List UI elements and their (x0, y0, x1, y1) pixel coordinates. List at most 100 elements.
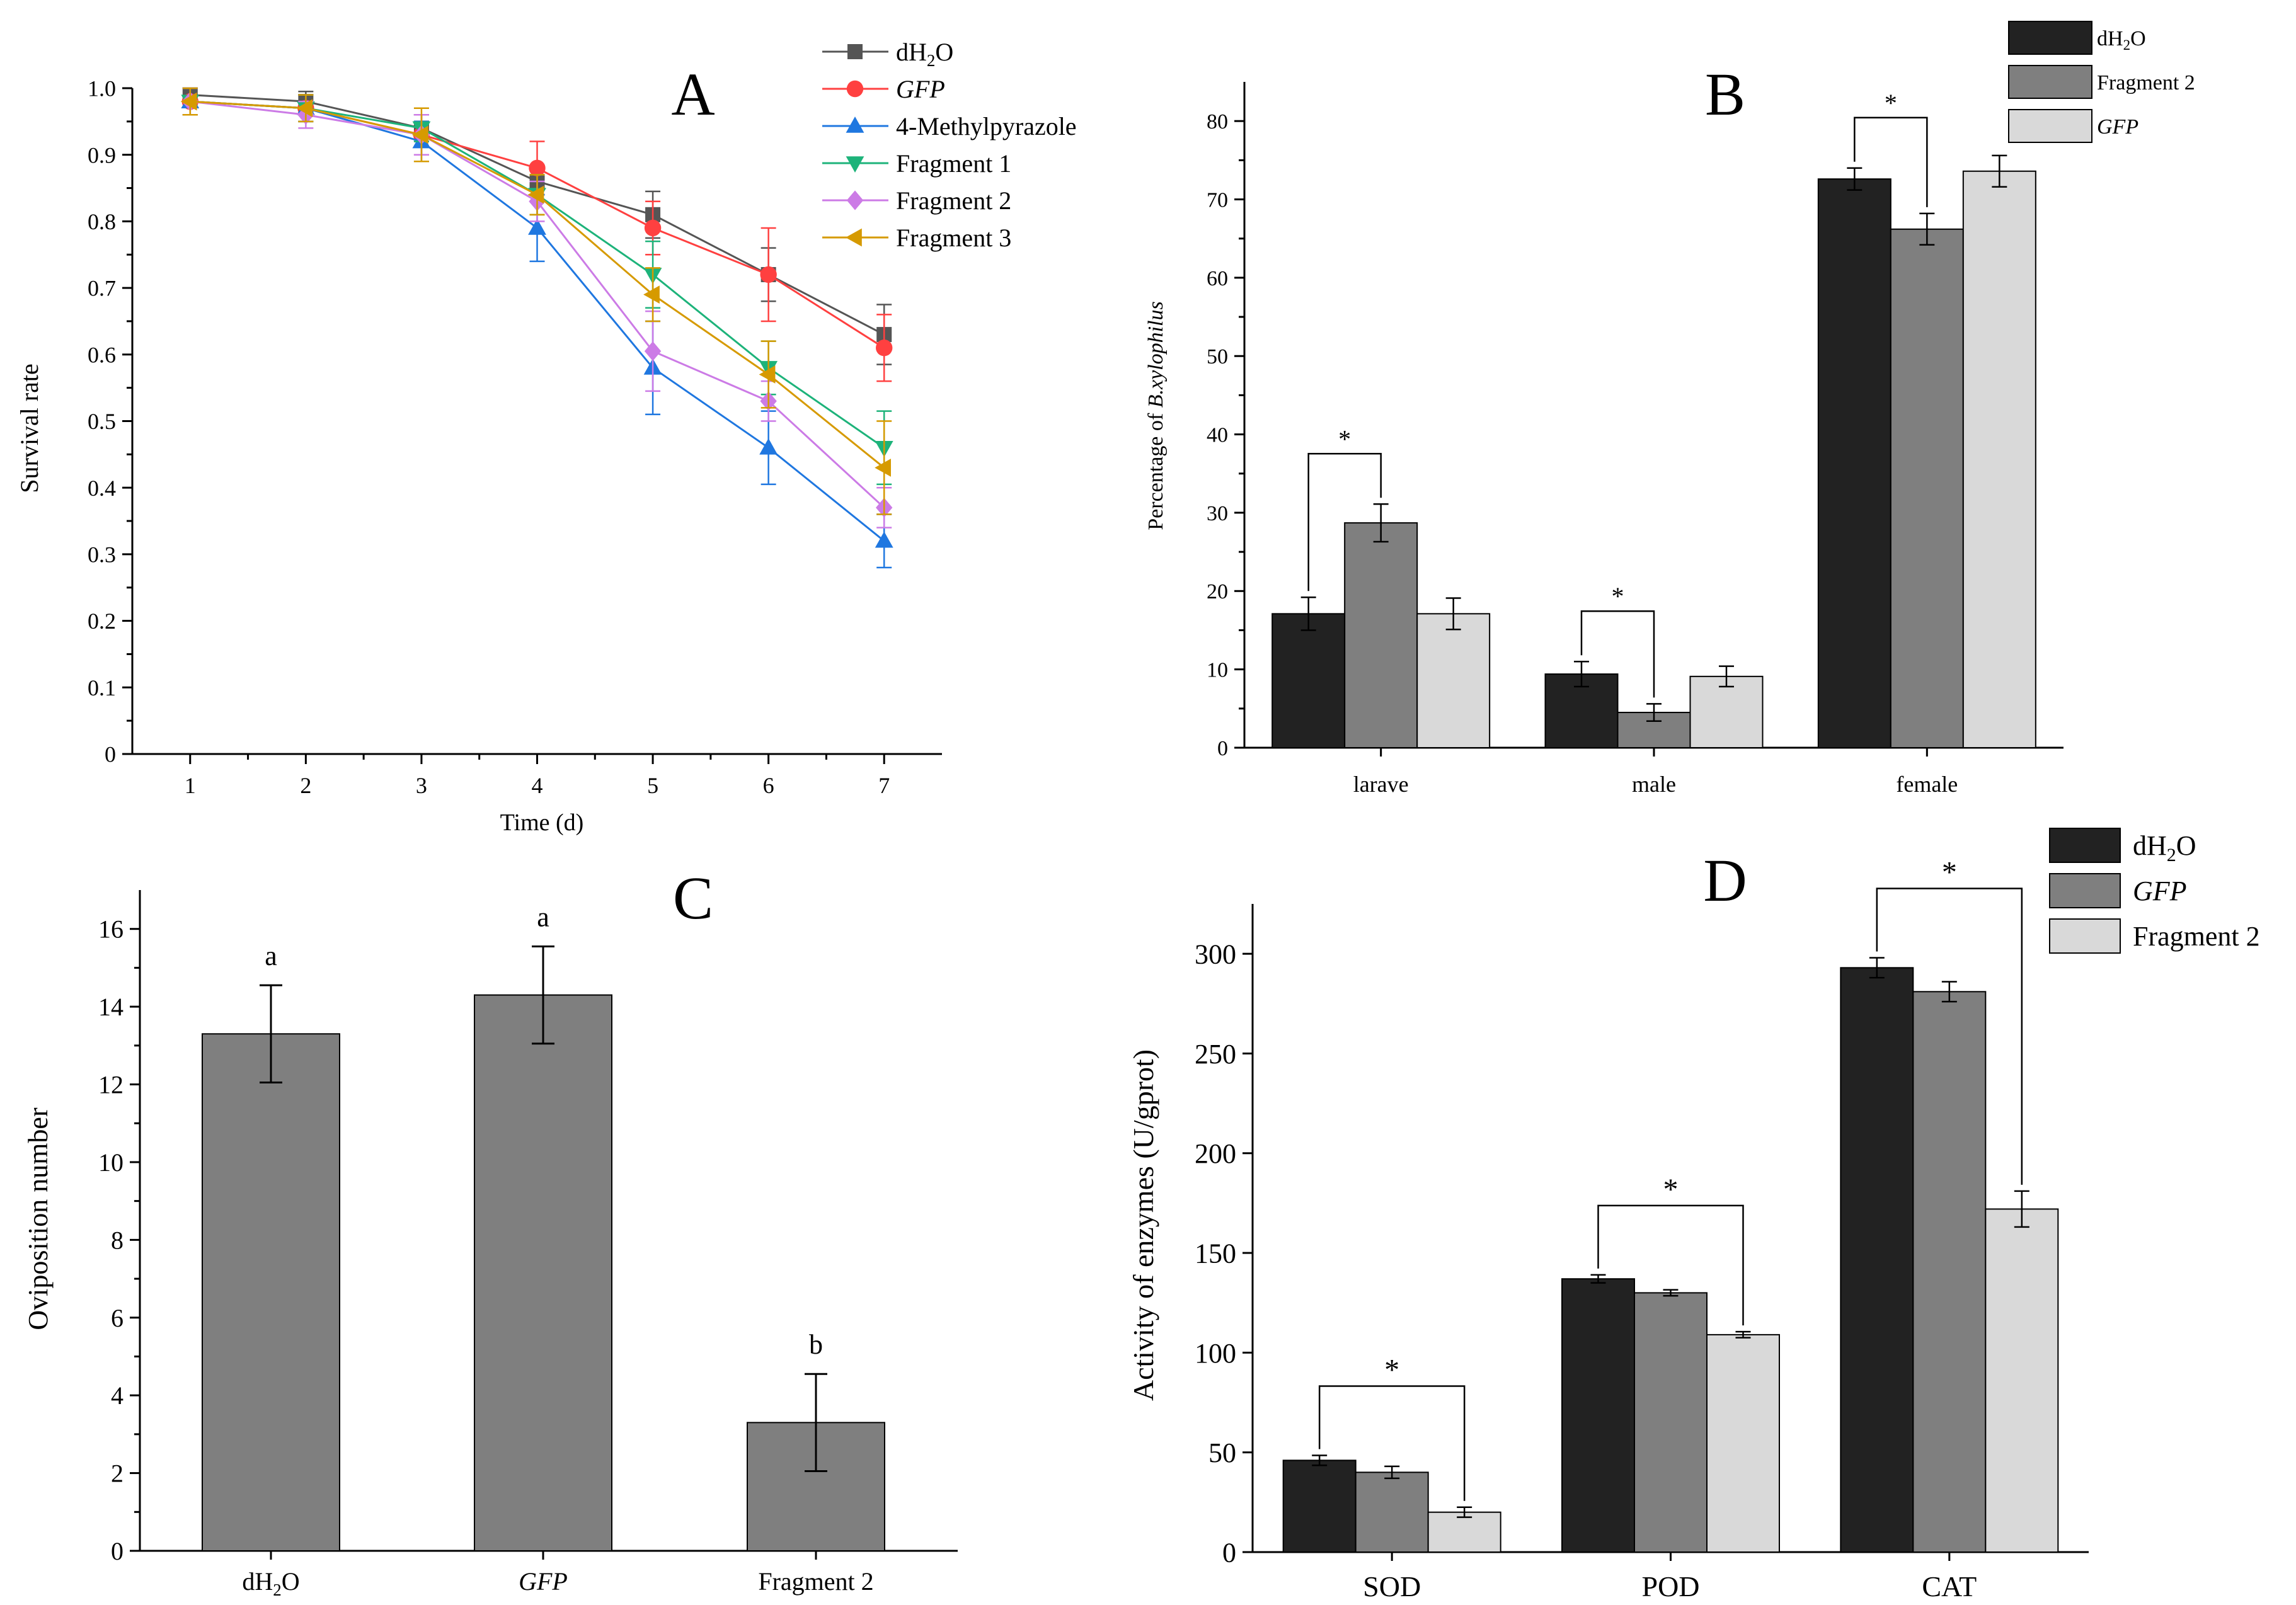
y-tick-label: 70 (1207, 188, 1228, 212)
panel-d: D 0 50 100 150 200 250 300 SOD POD CAT * * * Activity… (1127, 828, 2260, 1602)
x-tick-label: 7 (878, 773, 890, 798)
significance-star: * (1612, 582, 1624, 610)
legend-label: Fragment 1 (896, 149, 1011, 178)
y-tick-label: 16 (98, 915, 123, 944)
y-tick-label: 0.8 (88, 209, 116, 234)
y-tick-label: 0.5 (88, 409, 116, 434)
legend-item: dH2O (2049, 828, 2196, 865)
y-tick-label: 0.3 (88, 542, 116, 568)
legend-label: Fragment 2 (2097, 71, 2195, 94)
panel-b: B 0 10 20 30 40 50 60 70 80 larave male female * * * Pe… (1144, 21, 2195, 797)
data-point (876, 340, 893, 357)
legend-item: GFP (822, 75, 945, 103)
legend-label: GFP (2133, 876, 2187, 906)
legend-label: Fragment 3 (896, 224, 1011, 252)
x-tick-label: 2 (300, 773, 311, 798)
bar (1985, 1208, 2059, 1553)
legend-label: dH2O (2097, 27, 2146, 53)
significance-bracket (1307, 453, 1382, 591)
y-tick-label: 150 (1195, 1238, 1236, 1269)
legend-item: dH2O (2008, 21, 2146, 55)
y-tick-label: 60 (1207, 267, 1228, 290)
legend-label: Fragment 2 (896, 186, 1011, 215)
y-tick-label: 0 (1222, 1537, 1236, 1568)
legend-label: Fragment 2 (2133, 921, 2260, 952)
legend-swatch (2049, 828, 2121, 863)
data-point (527, 185, 544, 204)
y-tick-label: 0.2 (88, 608, 116, 634)
y-tick-label: 0.6 (88, 342, 116, 367)
significance-star: * (1885, 89, 1897, 117)
bar (1282, 1459, 1357, 1553)
significance-star: * (1942, 855, 1957, 889)
legend-swatch (2008, 109, 2092, 143)
y-tick-label: 200 (1195, 1138, 1236, 1169)
y-tick-label: 10 (98, 1148, 123, 1177)
y-tick-label: 250 (1195, 1039, 1236, 1070)
y-tick-label: 300 (1195, 939, 1236, 970)
x-tick-label: 6 (763, 773, 774, 798)
legend-swatch (2008, 21, 2092, 55)
bar (1689, 675, 1764, 749)
legend-item: Fragment 2 (822, 186, 1011, 215)
legend-marker (846, 80, 864, 98)
y-tick-label: 40 (1207, 423, 1228, 447)
bar (1344, 522, 1418, 748)
panel-b-letter: B (1705, 60, 1745, 128)
bar (1561, 1278, 1635, 1553)
legend-swatch (2049, 918, 2121, 954)
x-tick-label: male (1632, 772, 1676, 797)
x-tick-label: 3 (416, 773, 427, 798)
x-tick-label: SOD (1363, 1570, 1421, 1602)
legend-label: dH2O (896, 38, 953, 70)
y-tick-label: 14 (98, 993, 123, 1021)
y-tick-label: 0 (105, 742, 116, 767)
data-point (760, 266, 777, 283)
data-point (528, 218, 546, 235)
x-tick-label: female (1896, 772, 1958, 797)
y-tick-label: 6 (111, 1304, 123, 1332)
bar (1634, 1292, 1708, 1553)
y-tick-label: 100 (1195, 1338, 1236, 1369)
legend-item: Fragment 1 (822, 149, 1011, 178)
legend-item: Fragment 2 (2008, 65, 2195, 99)
legend-item: Fragment 3 (822, 224, 1011, 252)
data-point (875, 531, 893, 548)
data-point (644, 341, 662, 362)
panel-a-letter: A (671, 60, 715, 128)
significance-bracket (1597, 1204, 1744, 1326)
data-point (296, 99, 313, 118)
bar (474, 994, 612, 1551)
legend-label: GFP (896, 75, 945, 103)
data-point (644, 219, 662, 237)
legend-label: GFP (2097, 115, 2138, 139)
y-tick-label: 2 (111, 1459, 123, 1488)
significance-star: * (1384, 1353, 1399, 1386)
legend-marker (846, 228, 862, 247)
legend-label: dH2O (2133, 830, 2196, 865)
y-tick-label: 30 (1207, 502, 1228, 525)
legend-item: GFP (2049, 873, 2187, 908)
y-tick-label: 1.0 (88, 76, 116, 101)
legend-swatch (2008, 65, 2092, 99)
legend-swatch (2049, 873, 2121, 908)
panel-d-letter: D (1703, 847, 1747, 914)
y-tick-label: 4 (111, 1381, 123, 1410)
legend-item: Fragment 2 (2049, 918, 2260, 954)
y-tick-label: 50 (1207, 345, 1228, 368)
data-point (875, 459, 892, 477)
bar (1962, 170, 2036, 749)
legend-label: 4-Methylpyrazole (896, 112, 1077, 140)
legend-marker (846, 156, 864, 173)
y-axis-label: Activity of enzymes (U/gprot) (1127, 1049, 1159, 1401)
bar (1355, 1471, 1429, 1553)
significance-star: * (1663, 1173, 1679, 1206)
panel-c: C 0 2 4 6 8 10 12 14 16 a dH2O a GFP b Fragment 2 Ovipo… (23, 864, 958, 1599)
legend-item: 4-Methylpyrazole (822, 112, 1077, 140)
significance-bracket (1318, 1385, 1466, 1501)
significance-bracket (1580, 610, 1655, 698)
legend-item: GFP (2008, 109, 2138, 143)
bar (1840, 967, 1914, 1553)
bar (1271, 613, 1346, 748)
